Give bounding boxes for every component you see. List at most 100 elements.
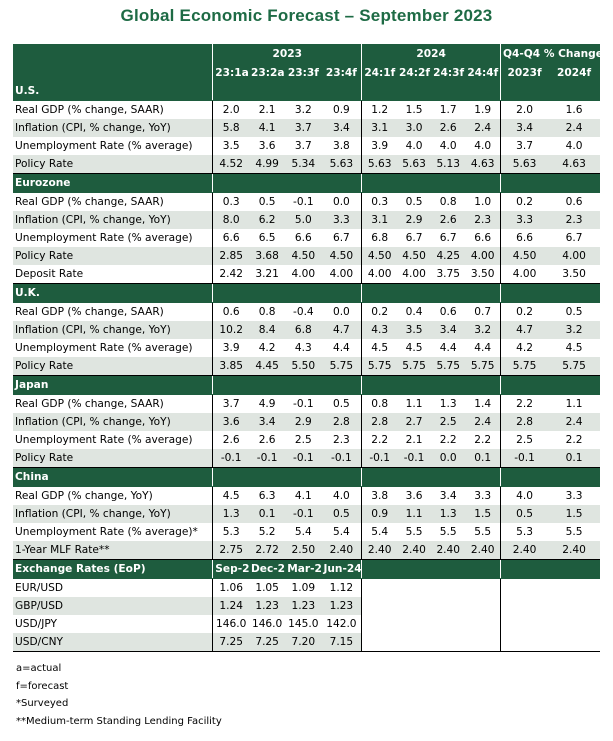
table-cell: 4.1: [294, 490, 312, 502]
table-cell: 5.75: [361, 357, 397, 376]
table-cell: 5.4: [294, 526, 312, 538]
row-label: Real GDP (% change, SAAR): [13, 302, 214, 321]
table-cell: 2.2: [516, 398, 533, 410]
table-cell: 6.2: [249, 211, 286, 229]
table-cell: 0.1: [548, 449, 600, 468]
table-cell: 0.1: [465, 449, 502, 468]
header-col: 23:4f: [321, 64, 363, 82]
table-cell: 3.4: [321, 119, 363, 137]
table-cell: 4.00: [548, 247, 600, 265]
table-row: Inflation (CPI, % change, YoY) 5.8 4.1 3.7 3…: [13, 119, 600, 137]
table-cell: 0.0: [321, 192, 363, 211]
table-cell: 1.1: [405, 398, 423, 410]
row-label: Unemployment Rate (% average): [13, 229, 214, 247]
table-cell: 2.40: [321, 541, 363, 560]
row-label: Unemployment Rate (% average): [13, 431, 214, 449]
table-cell: 2.72: [249, 541, 286, 560]
table-cell: 2.2: [439, 434, 457, 446]
header-year-2023: 2023: [212, 44, 363, 64]
table-cell: -0.1: [361, 449, 397, 468]
table-cell: 4.25: [431, 247, 466, 265]
table-cell: 4.4: [465, 339, 502, 357]
row-label: Policy Rate: [13, 247, 214, 265]
table-cell: 2.5: [516, 434, 533, 446]
table-cell: 3.8: [321, 137, 363, 155]
table-cell: 3.21: [249, 265, 286, 284]
table-cell: 142.0: [321, 615, 363, 633]
section-header: U.K.: [13, 283, 600, 303]
header-col: 2023f: [500, 64, 549, 82]
row-label: Inflation (CPI, % change, YoY): [13, 413, 214, 431]
table-cell: 0.3: [222, 196, 240, 208]
table-cell: 3.68: [249, 247, 286, 265]
table-cell: 2.2: [565, 434, 583, 446]
table-cell: 0.5: [565, 306, 583, 318]
table-cell: 1.1: [397, 505, 432, 523]
table-cell: 5.2: [258, 526, 276, 538]
table-cell: 3.7: [285, 119, 322, 137]
table-cell: 2.3: [548, 211, 600, 229]
table-cell: 1.7: [439, 104, 457, 116]
table-cell: 3.7: [516, 140, 533, 152]
table-cell: 2.2: [371, 434, 389, 446]
table-cell: 5.75: [321, 357, 363, 376]
table-cell: 5.50: [285, 357, 322, 376]
table-cell: 4.00: [465, 247, 502, 265]
row-label: 1-Year MLF Rate**: [13, 541, 214, 560]
table-cell: -0.1: [500, 449, 549, 468]
table-row: Unemployment Rate (% average) 6.6 6.5 6.6 6.…: [13, 229, 600, 247]
section-title: China: [13, 467, 214, 487]
table-cell: 2.40: [500, 541, 549, 560]
table-cell: 4.99: [249, 155, 286, 174]
table-cell: 0.8: [258, 306, 276, 318]
table-cell: 4.5: [371, 342, 389, 354]
table-cell: 6.5: [258, 232, 276, 244]
table-cell: 2.40: [397, 541, 432, 560]
header-row-years: 2023 2024 Q4-Q4 % Change: [13, 44, 600, 64]
table-cell: 4.52: [212, 155, 250, 174]
fx-row: USD/CNY 7.25 7.25 7.20 7.15: [13, 633, 600, 652]
row-label: EUR/USD: [13, 578, 214, 597]
table-cell: 1.5: [405, 104, 423, 116]
table-cell: 1.3: [431, 505, 466, 523]
table-cell: 5.4: [371, 526, 389, 538]
table-cell: 5.75: [500, 357, 549, 376]
section-header: Eurozone: [13, 173, 600, 193]
table-cell: 2.40: [465, 541, 502, 560]
table-cell: 2.8: [361, 413, 397, 431]
table-row: Unemployment Rate (% average)* 5.3 5.2 5.4 5…: [13, 523, 600, 541]
table-cell: 2.8: [500, 413, 549, 431]
table-cell: 2.6: [222, 434, 240, 446]
table-cell: 4.50: [361, 247, 397, 265]
row-label: Real GDP (% change, YoY): [13, 486, 214, 505]
row-label: Unemployment Rate (% average)*: [13, 523, 214, 541]
table-cell: 3.4: [431, 321, 466, 339]
table-cell: 2.40: [548, 541, 600, 560]
table-cell: 6.8: [285, 321, 322, 339]
row-label: Inflation (CPI, % change, YoY): [13, 211, 214, 229]
table-row: Real GDP (% change, SAAR) 0.6 0.8 -0.4 0.0 0.…: [13, 302, 600, 321]
table-cell: 1.5: [465, 505, 502, 523]
table-cell: 7.25: [249, 633, 286, 652]
table-cell: 4.45: [249, 357, 286, 376]
table-cell: 5.75: [548, 357, 600, 376]
table-cell: 0.5: [258, 196, 276, 208]
table-cell: 6.7: [405, 232, 423, 244]
table-cell: 0.2: [516, 196, 533, 208]
row-label: Real GDP (% change, SAAR): [13, 192, 214, 211]
table-cell: 1.1: [565, 398, 583, 410]
table-cell: 7.20: [285, 633, 322, 652]
table-cell: 3.4: [249, 413, 286, 431]
table-cell: 3.5: [222, 140, 240, 152]
fx-col-header: Sep-23: [212, 559, 250, 579]
row-label: Real GDP (% change, SAAR): [13, 394, 214, 413]
table-cell: 2.4: [548, 413, 600, 431]
table-cell: 0.7: [465, 302, 502, 321]
row-label: Policy Rate: [13, 357, 214, 376]
section-header: China: [13, 467, 600, 487]
table-cell: 2.6: [431, 211, 466, 229]
fx-col-header: Dec-23: [249, 559, 286, 579]
table-row: Inflation (CPI, % change, YoY) 8.0 6.2 5.0 3…: [13, 211, 600, 229]
table-cell: 0.5: [405, 196, 423, 208]
table-cell: 1.05: [255, 582, 279, 594]
